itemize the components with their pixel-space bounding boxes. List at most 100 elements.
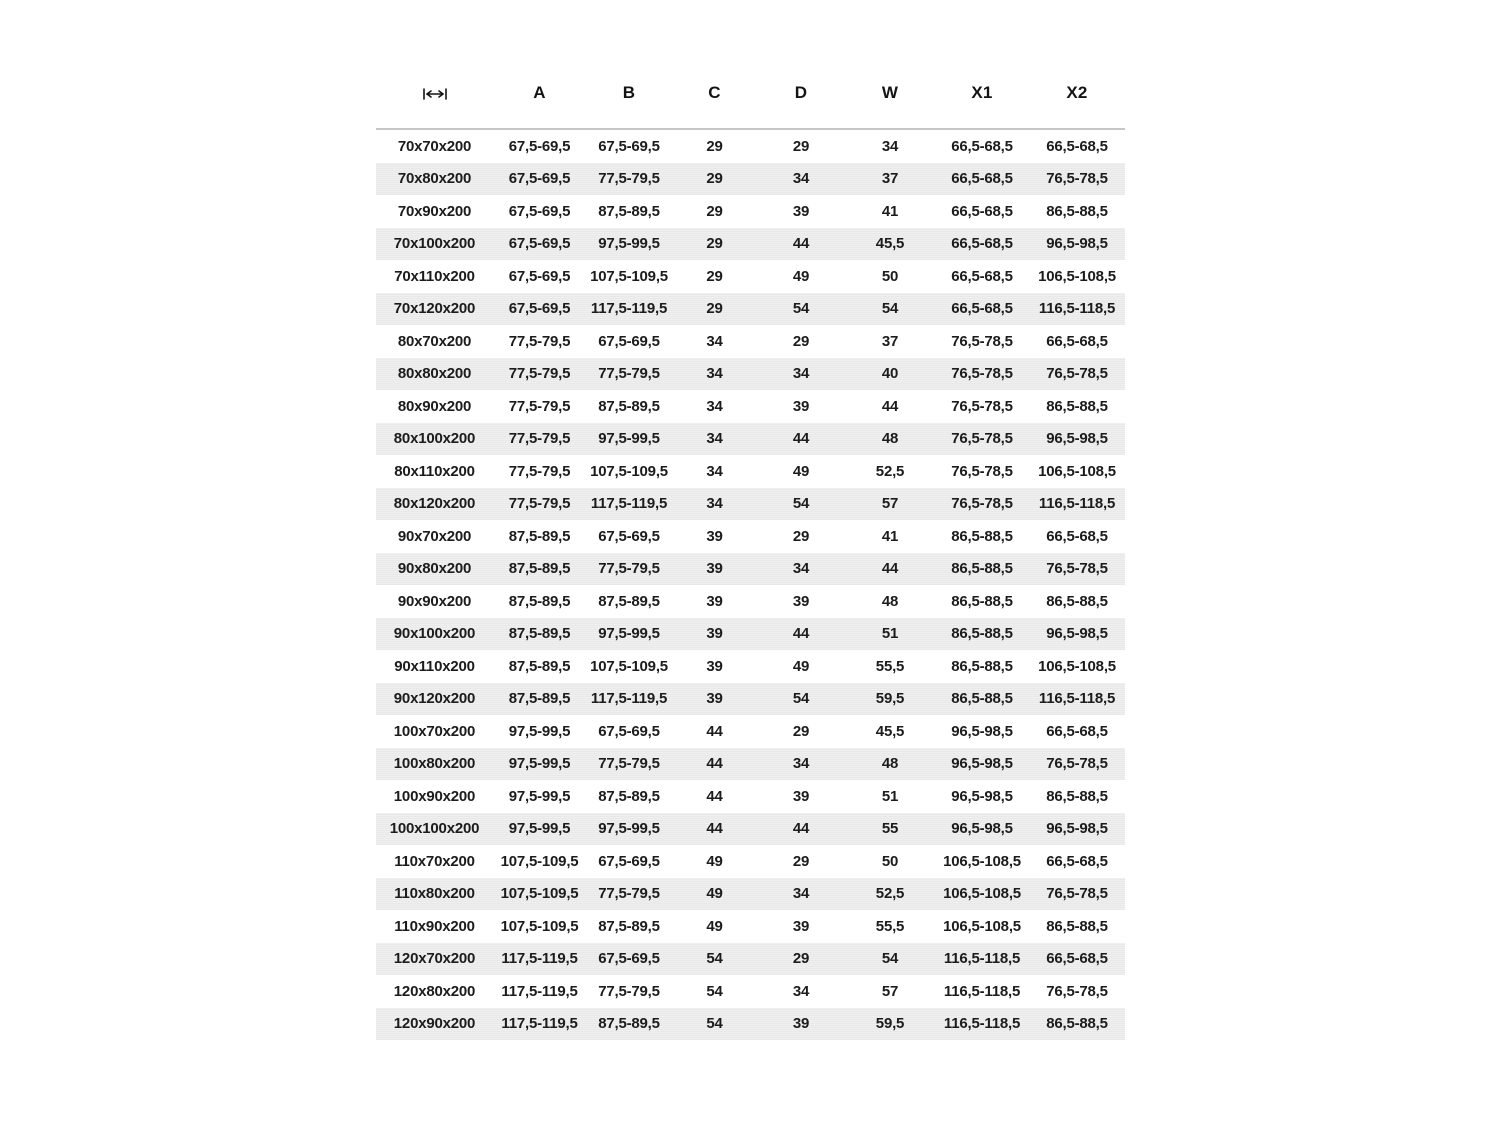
value-cell: 97,5-99,5 [586,227,672,260]
value-cell: 117,5-119,5 [493,1007,586,1040]
value-cell: 66,5-68,5 [935,227,1029,260]
value-cell: 34 [757,877,845,910]
value-cell: 45,5 [875,722,905,740]
value-cell: 87,5-89,5 [508,527,571,545]
value-cell: 39 [672,552,757,585]
value-cell: 52,5 [875,462,905,480]
table-row: 80x80x200 77,5-79,5 77,5-79,5 34 34 40 76,5-78… [376,357,1125,390]
value-cell: 44 [672,812,757,845]
value-cell: 67,5-69,5 [493,162,586,195]
value-cell: 116,5-118,5 [935,1007,1029,1040]
value-cell: 86,5-88,5 [1046,917,1108,935]
table-row: 70x80x200 67,5-69,5 77,5-79,5 29 34 37 66,5-68… [376,162,1125,195]
value-cell: 34 [757,357,845,390]
size-cell: 70x90x200 [397,202,472,220]
value-cell: 96,5-98,5 [935,812,1029,845]
value-cell: 29 [757,942,845,975]
value-cell: 51 [881,787,899,805]
size-cell: 90x120x200 [376,682,493,715]
size-cell: 100x90x200 [393,787,476,805]
table-row: 90x70x200 87,5-89,5 67,5-69,5 39 29 41 86,5-88… [376,520,1125,553]
value-cell: 77,5-79,5 [508,332,571,350]
value-cell: 117,5-119,5 [501,982,578,1000]
value-cell: 49 [706,852,723,870]
value-cell: 39 [792,592,810,610]
size-cell: 90x70x200 [397,527,472,545]
size-cell: 70x100x200 [376,227,493,260]
column-header-w: W [845,58,935,130]
column-header-b: B [586,58,672,130]
value-cell: 66,5-68,5 [1029,942,1125,975]
column-header-c: C [672,58,757,130]
value-cell: 107,5-109,5 [493,877,586,910]
value-cell: 39 [792,202,810,220]
column-header-size [376,58,493,130]
value-cell: 55 [845,812,935,845]
value-cell: 117,5-119,5 [586,292,672,325]
value-cell: 66,5-68,5 [951,137,1013,155]
value-cell: 97,5-99,5 [586,617,672,650]
size-cell: 70x120x200 [376,292,493,325]
value-cell: 66,5-68,5 [1046,722,1108,740]
value-cell: 67,5-69,5 [508,202,571,220]
value-cell: 44 [706,787,723,805]
value-cell: 96,5-98,5 [951,722,1013,740]
value-cell: 87,5-89,5 [493,617,586,650]
value-cell: 55,5 [875,657,905,675]
value-cell: 76,5-78,5 [1029,357,1125,390]
value-cell: 77,5-79,5 [493,357,586,390]
value-cell: 52,5 [845,877,935,910]
value-cell: 29 [672,292,757,325]
value-cell: 67,5-69,5 [508,267,571,285]
value-cell: 77,5-79,5 [493,487,586,520]
header-row: A B C D W X1 X2 [376,58,1125,130]
value-cell: 76,5-78,5 [951,462,1013,480]
value-cell: 86,5-88,5 [1029,1007,1125,1040]
value-cell: 76,5-78,5 [1029,747,1125,780]
size-cell: 110x70x200 [394,852,475,870]
value-cell: 116,5-118,5 [1029,292,1125,325]
value-cell: 29 [792,137,810,155]
value-cell: 86,5-88,5 [951,657,1013,675]
value-cell: 57 [881,982,899,1000]
value-cell: 34 [881,137,899,155]
value-cell: 97,5-99,5 [586,422,672,455]
table-row: 120x90x200 117,5-119,5 87,5-89,5 54 39 59,5 11… [376,1007,1125,1040]
value-cell: 87,5-89,5 [598,917,660,935]
value-cell: 37 [845,162,935,195]
value-cell: 96,5-98,5 [1029,422,1125,455]
value-cell: 67,5-69,5 [598,722,660,740]
value-cell: 97,5-99,5 [586,812,672,845]
value-cell: 106,5-108,5 [935,877,1029,910]
table-row: 90x80x200 87,5-89,5 77,5-79,5 39 34 44 86,5-88… [376,552,1125,585]
value-cell: 96,5-98,5 [1029,812,1125,845]
value-cell: 86,5-88,5 [1046,787,1108,805]
size-cell: 80x100x200 [376,422,493,455]
spec-table: A B C D W X1 X2 70x70x200 67,5-69,5 67,5-6… [376,58,1125,1040]
value-cell: 77,5-79,5 [586,162,672,195]
value-cell: 116,5-118,5 [943,982,1021,1000]
value-cell: 107,5-109,5 [590,462,668,480]
value-cell: 67,5-69,5 [598,852,660,870]
value-cell: 66,5-68,5 [935,292,1029,325]
value-cell: 44 [757,617,845,650]
value-cell: 34 [757,162,845,195]
value-cell: 106,5-108,5 [1038,267,1116,285]
value-cell: 49 [706,917,723,935]
value-cell: 66,5-68,5 [951,267,1013,285]
value-cell: 39 [757,1007,845,1040]
value-cell: 77,5-79,5 [586,357,672,390]
size-cell: 120x80x200 [393,982,476,1000]
table-row: 80x110x200 77,5-79,5 107,5-109,5 34 49 52,5 76… [376,455,1125,488]
table-row: 70x70x200 67,5-69,5 67,5-69,5 29 29 34 66,5-68… [376,129,1125,163]
value-cell: 39 [792,787,810,805]
value-cell: 34 [757,552,845,585]
value-cell: 86,5-88,5 [935,682,1029,715]
value-cell: 49 [792,462,810,480]
table-row: 100x90x200 97,5-99,5 87,5-89,5 44 39 51 96,5-9… [376,780,1125,813]
column-header-x2: X2 [1029,58,1125,130]
value-cell: 39 [706,527,723,545]
value-cell: 66,5-68,5 [1046,332,1108,350]
value-cell: 37 [881,332,899,350]
